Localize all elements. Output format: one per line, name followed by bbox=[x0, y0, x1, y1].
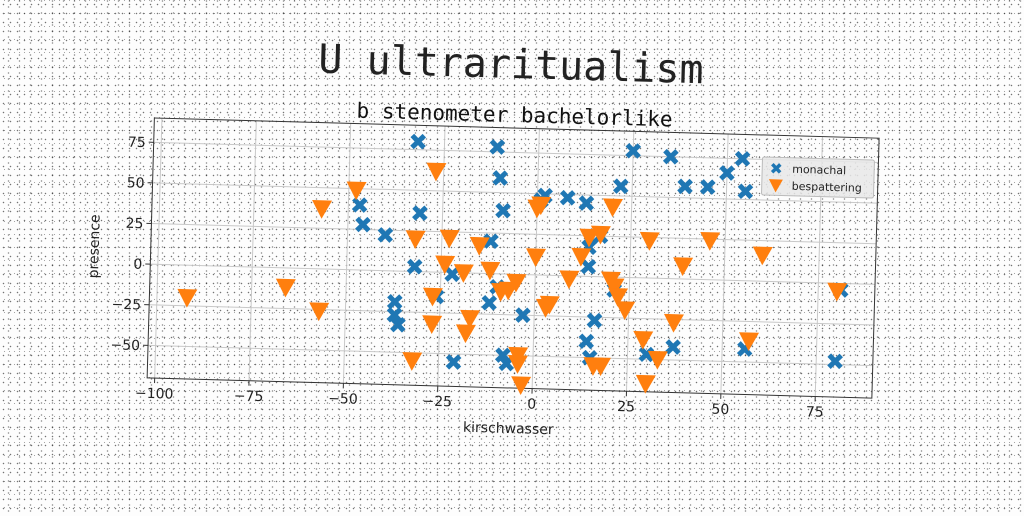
data-point-bespattering bbox=[615, 301, 636, 320]
x-tick-label: −25 bbox=[422, 394, 452, 411]
data-point-monachal bbox=[739, 185, 751, 197]
data-point-monachal bbox=[580, 197, 592, 209]
y-gridline bbox=[151, 224, 876, 244]
y-tick-label: 50 bbox=[127, 175, 145, 191]
x-axis-label: kirschwasser bbox=[463, 420, 554, 439]
data-point-bespattering bbox=[559, 270, 580, 289]
data-point-monachal bbox=[354, 199, 366, 211]
data-point-bespattering bbox=[752, 246, 773, 265]
data-point-monachal bbox=[412, 135, 424, 147]
data-point-bespattering bbox=[635, 375, 656, 394]
y-tick-label: 0 bbox=[133, 257, 142, 273]
data-point-monachal bbox=[497, 204, 509, 216]
x-tick-label: 25 bbox=[617, 399, 635, 415]
x-tick-label: −100 bbox=[135, 386, 174, 403]
x-gridline bbox=[626, 131, 633, 391]
data-point-monachal bbox=[582, 260, 594, 272]
data-point-bespattering bbox=[526, 248, 547, 267]
x-tick-label: −75 bbox=[234, 388, 264, 405]
data-point-bespattering bbox=[275, 279, 296, 298]
y-gridline bbox=[149, 305, 874, 325]
data-point-bespattering bbox=[312, 200, 333, 219]
data-point-bespattering bbox=[663, 314, 684, 333]
data-point-bespattering bbox=[633, 331, 654, 350]
data-points bbox=[175, 129, 851, 404]
data-point-bespattering bbox=[511, 376, 532, 395]
data-point-bespattering bbox=[309, 302, 330, 321]
data-point-monachal bbox=[446, 268, 458, 280]
data-point-monachal bbox=[483, 297, 495, 309]
data-point-monachal bbox=[588, 314, 600, 326]
data-point-bespattering bbox=[455, 324, 476, 343]
data-point-bespattering bbox=[405, 230, 426, 249]
data-point-monachal bbox=[702, 181, 714, 193]
data-point-monachal bbox=[389, 296, 401, 308]
x-gridline bbox=[249, 121, 256, 381]
data-point-bespattering bbox=[402, 352, 423, 371]
y-axis-label: presence bbox=[86, 214, 104, 278]
data-point-monachal bbox=[615, 180, 627, 192]
x-gridline bbox=[155, 118, 162, 378]
data-point-bespattering bbox=[177, 289, 198, 308]
y-tick-label: −25 bbox=[111, 297, 141, 314]
data-point-monachal bbox=[414, 207, 426, 219]
y-tick-label: −50 bbox=[110, 337, 140, 354]
data-point-monachal bbox=[408, 260, 420, 272]
x-tick-label: −50 bbox=[328, 391, 358, 408]
y-tick-label: 75 bbox=[128, 135, 146, 151]
x-tick-label: 0 bbox=[527, 396, 536, 412]
y-tick-label: 25 bbox=[125, 216, 143, 232]
figure-title: U ultraritualism bbox=[318, 37, 704, 94]
x-gridline bbox=[343, 123, 350, 383]
data-point-monachal bbox=[562, 192, 574, 204]
legend-label-bespattering: bespattering bbox=[792, 180, 862, 195]
data-point-bespattering bbox=[602, 198, 623, 217]
data-point-monachal bbox=[667, 341, 679, 353]
data-point-monachal bbox=[357, 218, 369, 230]
data-point-bespattering bbox=[673, 257, 694, 276]
data-point-monachal bbox=[829, 355, 841, 367]
data-point-bespattering bbox=[480, 262, 501, 281]
legend-label-monachal: monachal bbox=[792, 163, 846, 178]
legend: monachal bespattering bbox=[761, 157, 874, 198]
x-tick-label: 75 bbox=[806, 404, 824, 420]
data-point-monachal bbox=[494, 172, 506, 184]
data-point-bespattering bbox=[700, 232, 721, 251]
chart-title: b stenometer bachelorlike bbox=[356, 99, 673, 132]
data-point-monachal bbox=[447, 356, 459, 368]
data-point-monachal bbox=[580, 335, 592, 347]
data-point-monachal bbox=[379, 229, 391, 241]
data-point-monachal bbox=[491, 141, 503, 153]
data-point-monachal bbox=[679, 180, 691, 192]
data-point-bespattering bbox=[639, 232, 660, 251]
x-tick-label: 50 bbox=[711, 402, 729, 418]
